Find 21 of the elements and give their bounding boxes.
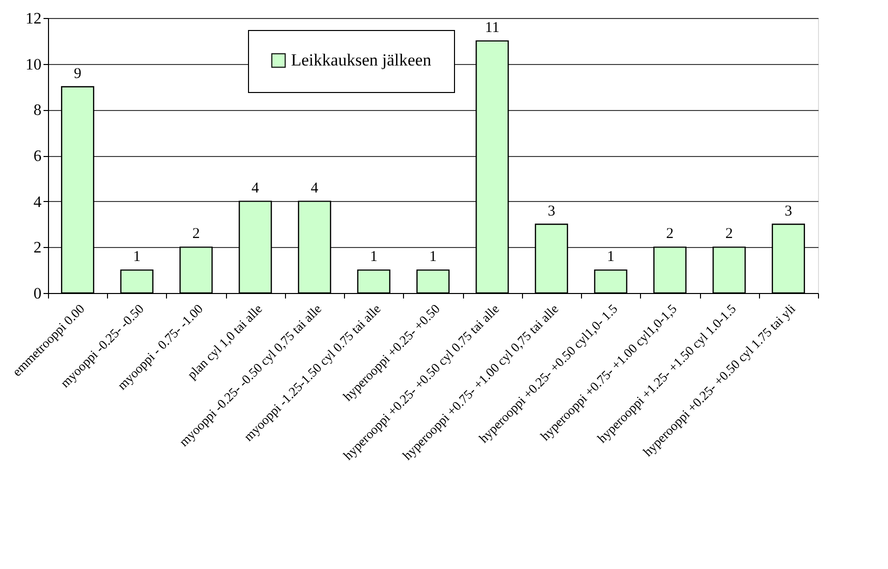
data-label: 1: [133, 249, 141, 266]
y-tick-label: 0: [34, 286, 42, 302]
data-label: 11: [485, 20, 500, 36]
data-label: 2: [666, 226, 674, 242]
data-label: 4: [252, 180, 260, 196]
data-label: 1: [370, 249, 378, 266]
data-label: 2: [725, 226, 733, 242]
data-label: 1: [606, 249, 614, 266]
data-label: 1: [429, 249, 437, 266]
data-label: 9: [74, 66, 82, 82]
y-tick-label: 6: [34, 148, 42, 165]
y-tick-label: 2: [34, 240, 42, 257]
y-tick-label: 4: [34, 194, 42, 211]
y-tick-label: 8: [34, 102, 42, 120]
data-label: 3: [548, 203, 556, 220]
y-tick-label: 10: [26, 56, 42, 74]
y-tick-label: 12: [26, 10, 42, 28]
data-label: 3: [784, 203, 792, 220]
data-label: 2: [192, 226, 200, 242]
legend-label: Leikkauksen jälkeen: [291, 50, 432, 70]
data-label: 4: [310, 180, 319, 196]
